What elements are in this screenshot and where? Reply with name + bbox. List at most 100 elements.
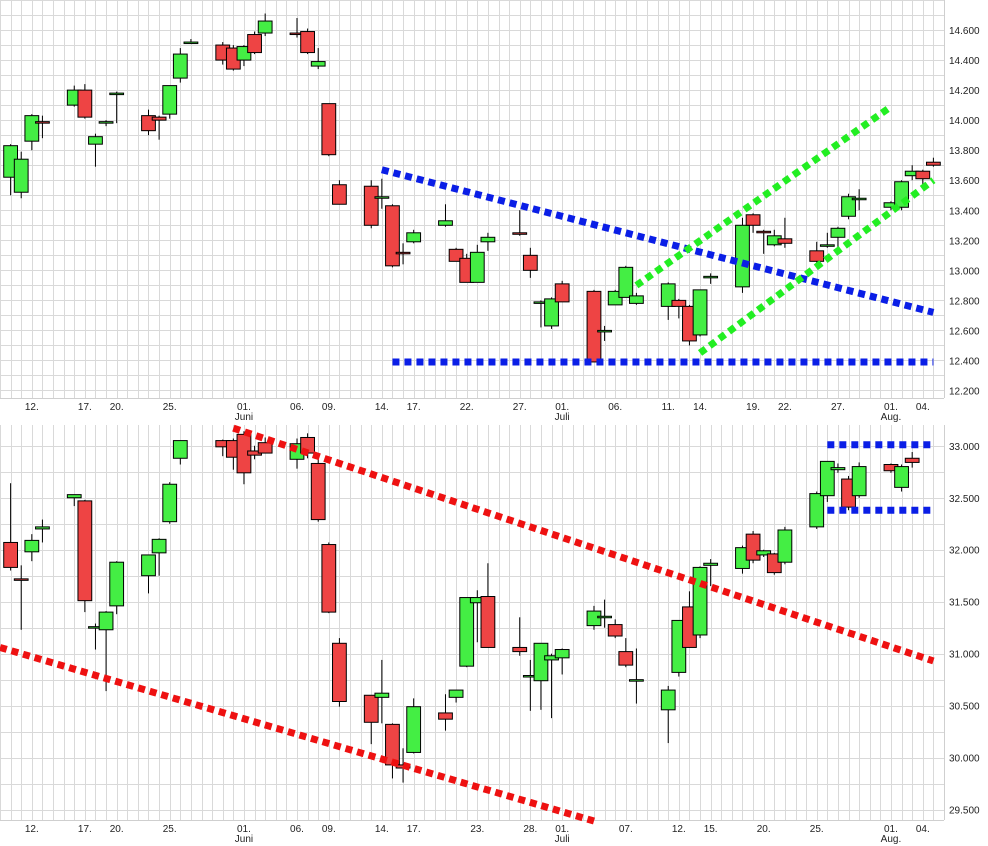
candle [554,648,570,675]
candle-body [597,615,612,619]
y-tick-label: 13.400 [949,206,980,217]
x-tick-label: 25. [163,824,177,835]
x-tick-label: 25. [163,402,177,413]
x-tick-label: 20. [110,402,124,413]
candle [629,648,644,704]
candle-body [332,642,347,703]
candle-body [522,254,538,271]
candle-body [544,298,559,327]
candle [448,247,464,262]
x-tick-label: 19. [746,402,760,413]
upper-grid [0,0,945,399]
x-tick-month-label: Juni [235,834,253,845]
candle [925,157,941,167]
candle-body [915,170,931,180]
candle-body [3,541,19,568]
candle [321,103,337,157]
candle [554,280,570,303]
candle [692,566,708,639]
candle [77,499,93,613]
y-tick-label: 31.000 [949,650,980,661]
candle-body [109,561,125,607]
candle-body [406,232,422,243]
candle [109,561,125,615]
x-tick-month-label: Aug. [881,834,902,845]
x-tick-label: 04. [916,824,930,835]
y-tick-label: 14.000 [949,116,980,127]
candle-body [703,562,719,566]
candle [904,452,920,468]
candle-body [756,230,772,234]
candle-body [692,566,708,636]
green-trend-line [634,103,893,289]
x-tick-label: 17. [407,824,421,835]
candle [172,48,188,83]
x-tick-label: 01. [884,824,898,835]
candle [544,297,559,329]
candle-body [151,116,167,121]
candle-body [925,161,941,166]
candle [629,292,644,305]
y-tick-label: 14.400 [949,56,980,67]
x-tick-label: 14. [693,402,707,413]
red-trend-line [0,644,595,825]
candle-body [469,251,485,283]
candle-body [310,462,326,521]
candle-body [692,289,708,336]
candle-body [629,679,644,682]
y-tick-label: 31.500 [949,598,980,609]
candle [162,482,178,524]
candle-body [480,236,496,243]
candle [809,241,825,263]
candle [703,559,719,587]
candle-body [257,20,273,34]
candle [406,698,422,754]
candle [3,483,19,571]
y-tick-label: 12.200 [949,386,980,397]
x-tick-label: 06. [290,402,304,413]
candle [586,605,602,630]
upper-candlestick-chart: 12.200 12.400 12.600 12.800 13.000 13.200 13.4… [0,0,980,423]
candle [363,694,379,745]
candle [257,13,273,37]
x-tick-label: 17. [78,824,92,835]
y-tick-label: 29.500 [949,806,980,817]
candle [671,298,687,319]
candle-body [512,232,528,235]
candle [692,289,708,337]
candle [851,462,867,498]
candle [756,229,772,254]
y-tick-label: 30.000 [949,754,980,765]
green-trend-line [697,177,936,356]
x-tick-label: 09. [322,824,336,835]
x-tick-label: 01. [555,824,569,835]
candle-body [671,299,687,307]
candle-body [597,329,612,333]
candle [109,91,125,124]
candle [310,456,326,522]
candle [247,31,262,55]
candle [448,689,464,703]
candle-body [406,706,422,753]
candle-body [24,115,40,142]
candle-body [745,533,761,561]
candle-body [162,483,178,523]
candle [77,84,93,119]
candle [512,210,528,236]
candle-body [629,295,644,304]
candle-body [363,185,379,226]
x-tick-label: 27. [513,402,527,413]
candle-body [385,723,400,766]
y-tick-label: 32.000 [949,546,980,557]
candle-body [777,529,793,563]
candle-body [819,460,835,497]
candle-body [586,290,602,363]
y-tick-label: 14.200 [949,86,980,97]
candle [660,685,676,744]
lower-candles [3,431,920,783]
candle-body [841,196,856,217]
x-tick-label: 17. [407,402,421,413]
x-tick-label: 25. [810,824,824,835]
